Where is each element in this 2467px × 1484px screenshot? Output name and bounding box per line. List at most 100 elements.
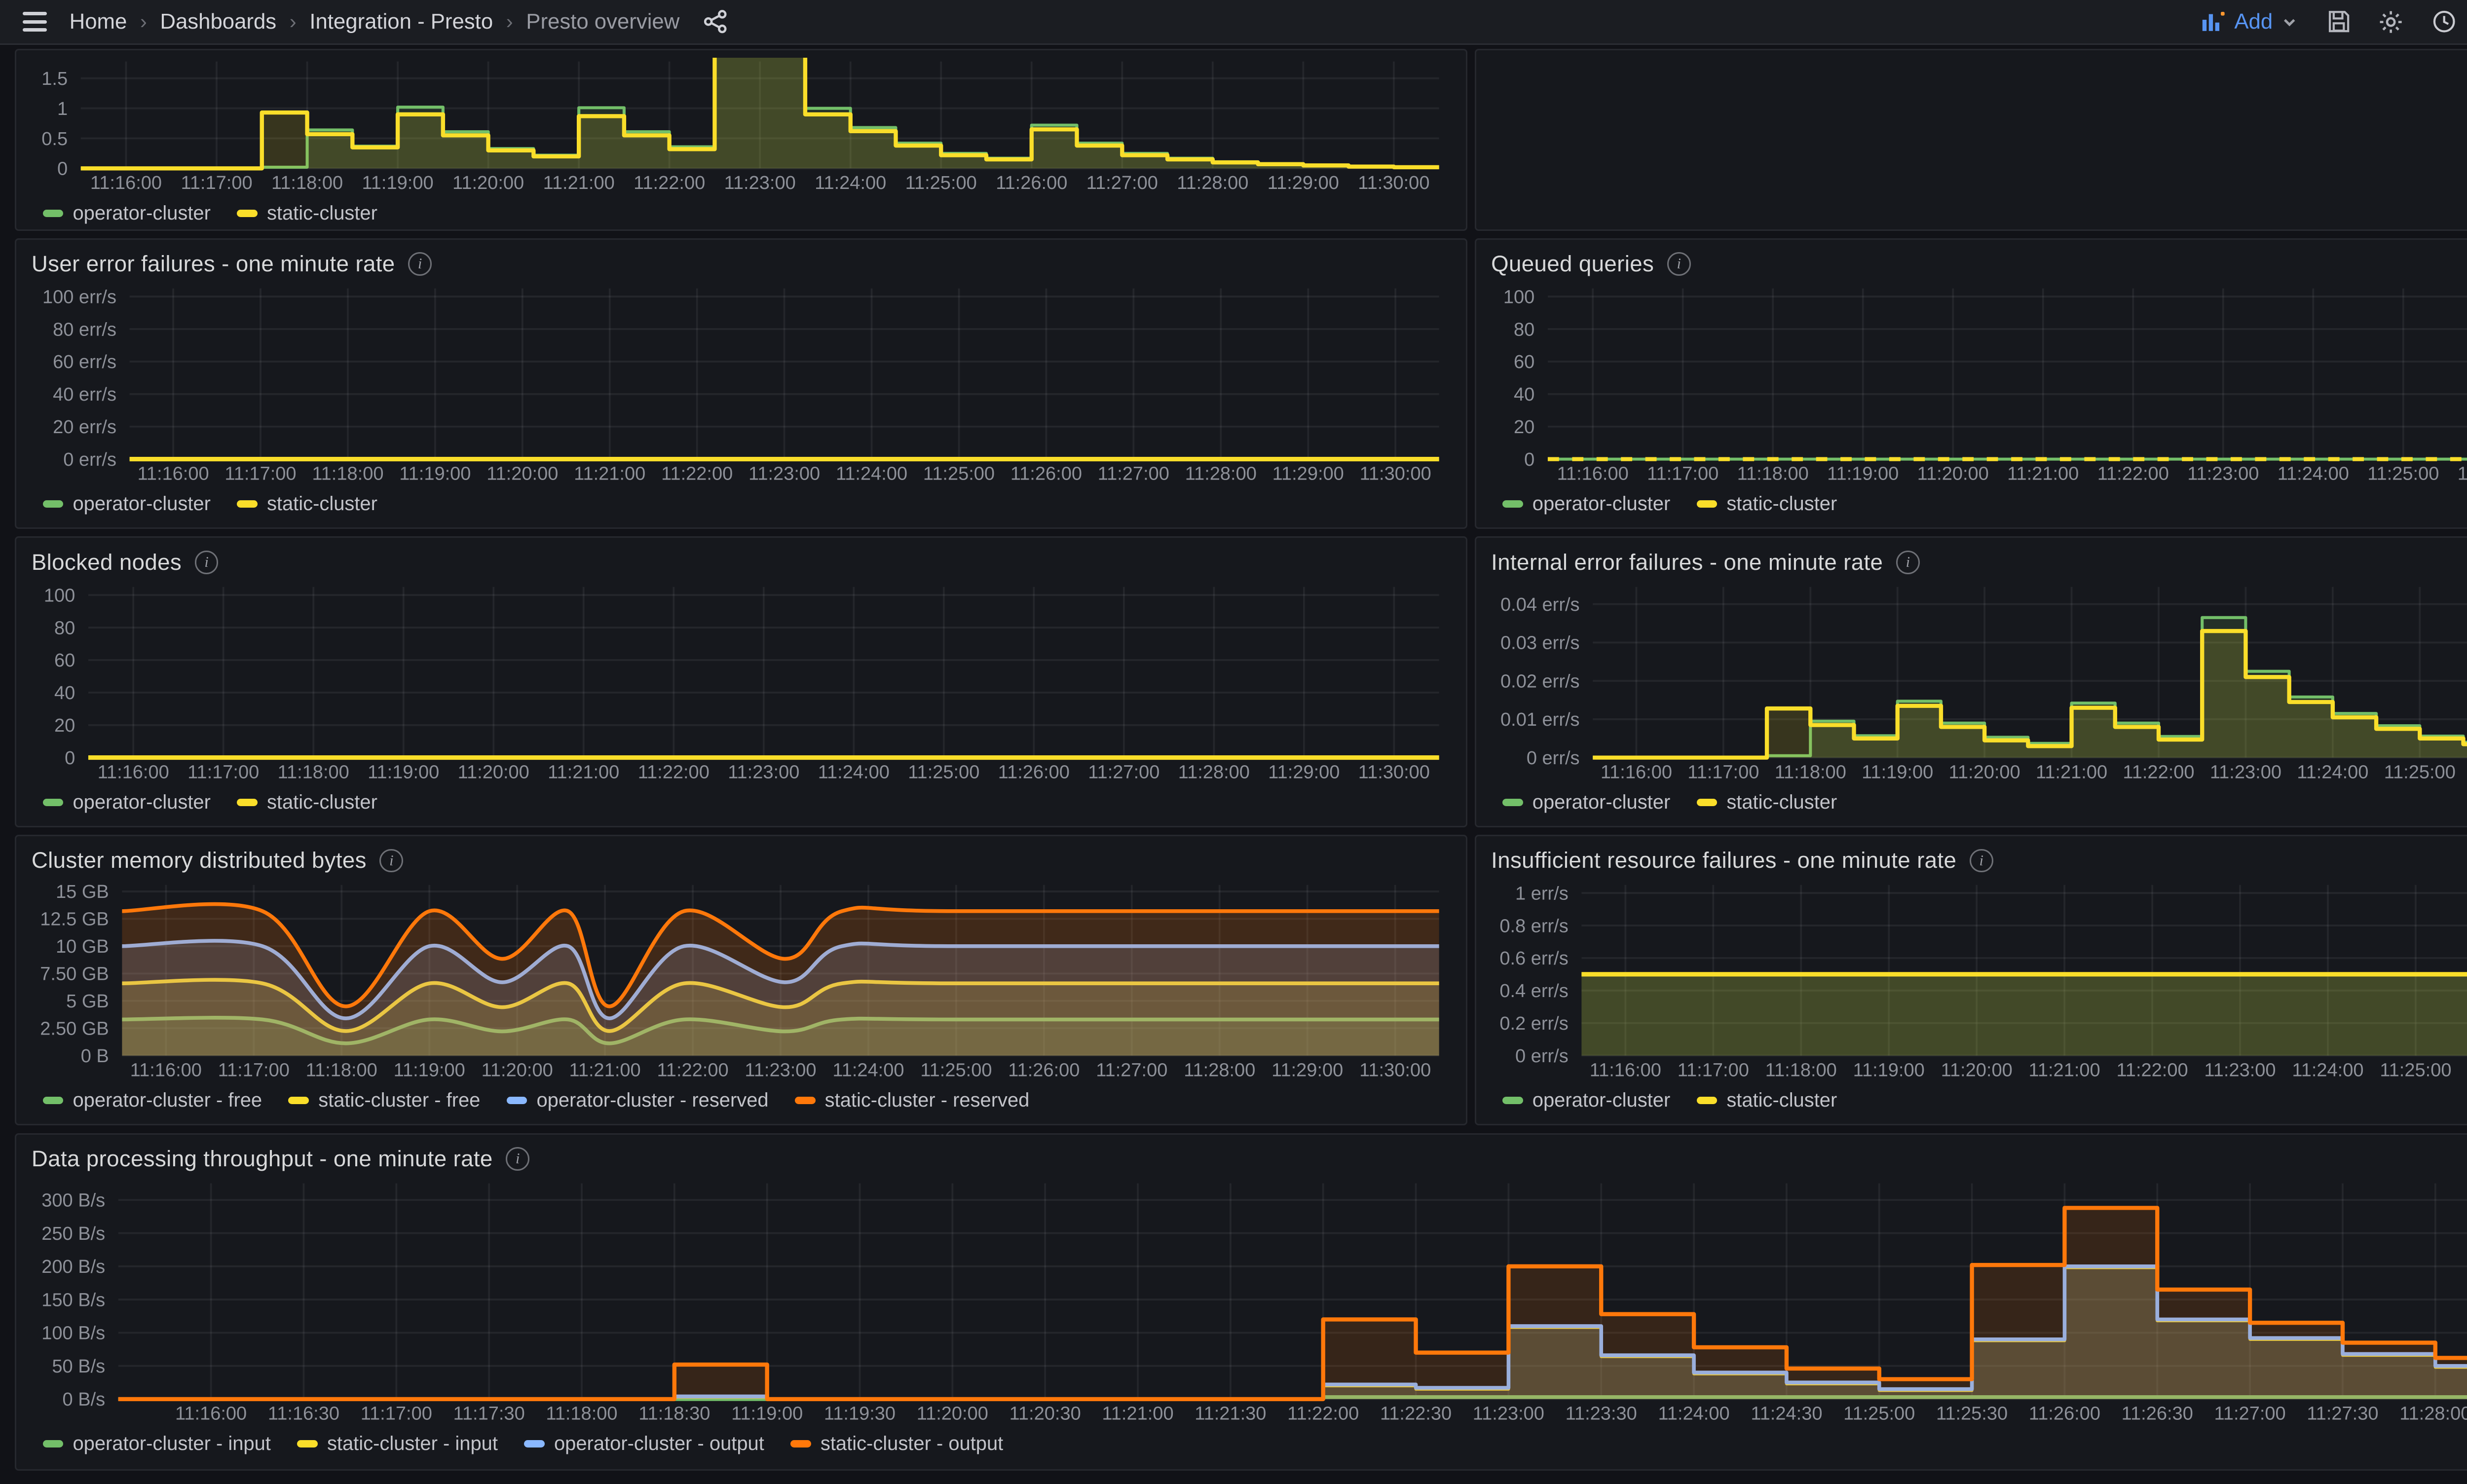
settings-gear-icon[interactable] (2374, 5, 2407, 38)
svg-text:11:29:00: 11:29:00 (1268, 762, 1340, 782)
chart-blocked-nodes[interactable]: 11:16:00 11:17:00 11:18:00 11:19:00 11:20:00… (32, 583, 1451, 786)
dashboard-grid: 11:16:00 11:17:00 11:18:00 11:19:00 11:20:00… (0, 45, 2467, 1471)
svg-text:11:24:00: 11:24:00 (2292, 1060, 2364, 1081)
svg-text:0.02 err/s: 0.02 err/s (1500, 671, 1580, 692)
svg-text:11:30:00: 11:30:00 (1358, 173, 1429, 193)
legend-item[interactable]: operator-cluster - reserved (506, 1089, 769, 1112)
svg-text:11:16:00: 11:16:00 (97, 762, 169, 782)
add-button[interactable]: Add (2195, 6, 2303, 38)
svg-text:0.8 err/s: 0.8 err/s (1499, 916, 1568, 937)
svg-text:7.50 GB: 7.50 GB (40, 964, 109, 985)
svg-text:11:16:00: 11:16:00 (1557, 464, 1629, 484)
panel-top-left-chart: 11:16:00 11:17:00 11:18:00 11:19:00 11:20:00… (15, 48, 1467, 231)
svg-text:200 B/s: 200 B/s (41, 1257, 105, 1277)
share-icon[interactable] (698, 5, 732, 38)
svg-text:11:25:00: 11:25:00 (2367, 464, 2439, 484)
info-icon[interactable]: i (1896, 550, 1920, 574)
legend-item[interactable]: static-cluster (1696, 1089, 1837, 1112)
svg-text:11:28:00: 11:28:00 (1184, 1060, 1255, 1081)
chart-insufficient-resource-failures[interactable]: 11:16:00 11:17:00 11:18:00 11:19:00 11:20:00… (1491, 881, 2467, 1084)
chart-data-processing-throughput[interactable]: 11:16:00 11:16:30 11:17:00 11:17:30 11:18:00… (32, 1180, 2467, 1427)
legend-item[interactable]: static-cluster - input (297, 1433, 498, 1455)
svg-text:11:19:00: 11:19:00 (731, 1404, 803, 1424)
svg-text:11:18:00: 11:18:00 (271, 173, 343, 193)
svg-text:11:18:30: 11:18:30 (638, 1404, 710, 1424)
info-icon[interactable]: i (194, 550, 219, 574)
svg-text:11:19:00: 11:19:00 (1862, 762, 1933, 782)
svg-text:11:17:30: 11:17:30 (453, 1404, 524, 1424)
svg-text:11:24:00: 11:24:00 (2297, 762, 2368, 782)
svg-text:11:18:00: 11:18:00 (1775, 762, 1846, 782)
time-range-picker[interactable]: Last 15 minutes (2427, 6, 2467, 38)
svg-text:11:19:00: 11:19:00 (1853, 1060, 1925, 1081)
svg-text:11:25:00: 11:25:00 (908, 762, 979, 782)
panel-title: User error failures - one minute rate (31, 251, 395, 277)
legend-item[interactable]: static-cluster - reserved (794, 1089, 1029, 1112)
svg-text:11:20:00: 11:20:00 (1917, 464, 1989, 484)
svg-text:11:20:00: 11:20:00 (452, 173, 524, 193)
svg-text:0: 0 (65, 748, 75, 769)
svg-text:11:23:00: 11:23:00 (1473, 1404, 1544, 1424)
svg-text:11:22:00: 11:22:00 (2117, 1060, 2188, 1081)
svg-text:11:16:00: 11:16:00 (130, 1060, 202, 1081)
legend-item[interactable]: operator-cluster (1502, 493, 1670, 515)
chart-top-left[interactable]: 11:16:00 11:17:00 11:18:00 11:19:00 11:20:00… (32, 58, 1451, 196)
breadcrumb-home[interactable]: Home (69, 9, 127, 34)
legend-item[interactable]: static-cluster (1696, 791, 1837, 814)
chart-queued-queries[interactable]: 11:16:00 11:17:00 11:18:00 11:19:00 11:20:00… (1491, 285, 2467, 487)
svg-text:11:24:00: 11:24:00 (1658, 1404, 1729, 1424)
breadcrumb-folder[interactable]: Integration - Presto (309, 9, 493, 34)
svg-text:0.01 err/s: 0.01 err/s (1500, 709, 1580, 730)
panel-top-right-empty (1474, 48, 2467, 231)
panel-internal-error-failures: Internal error failures - one minute rat… (1474, 536, 2467, 827)
chart-cluster-memory[interactable]: 11:16:00 11:17:00 11:18:00 11:19:00 11:20:00… (32, 881, 1451, 1084)
svg-text:11:21:00: 11:21:00 (574, 464, 645, 484)
svg-text:11:22:00: 11:22:00 (638, 762, 710, 782)
legend-item[interactable]: operator-cluster - free (42, 1089, 262, 1112)
legend: operator-cluster static-cluster (32, 487, 1451, 515)
svg-text:60: 60 (1514, 352, 1534, 372)
legend-item[interactable]: operator-cluster (42, 493, 211, 515)
svg-text:0.04 err/s: 0.04 err/s (1500, 594, 1580, 615)
legend-item[interactable]: static-cluster (1696, 493, 1837, 515)
svg-text:11:18:00: 11:18:00 (1765, 1060, 1837, 1081)
svg-text:2.50 GB: 2.50 GB (40, 1019, 109, 1039)
legend-item[interactable]: operator-cluster (42, 791, 211, 814)
save-dashboard-icon[interactable] (2321, 5, 2355, 38)
svg-text:11:29:00: 11:29:00 (1271, 1060, 1343, 1081)
svg-text:11:27:30: 11:27:30 (2307, 1404, 2378, 1424)
info-icon[interactable]: i (506, 1147, 530, 1171)
svg-text:11:22:00: 11:22:00 (661, 464, 733, 484)
legend-item[interactable]: static-cluster - output (790, 1433, 1003, 1455)
legend-item[interactable]: static-cluster - free (288, 1089, 480, 1112)
legend-item[interactable]: static-cluster (237, 791, 377, 814)
legend-item[interactable]: static-cluster (237, 493, 377, 515)
info-icon[interactable]: i (1969, 849, 1993, 873)
svg-text:11:28:00: 11:28:00 (1185, 464, 1257, 484)
svg-text:12.5 GB: 12.5 GB (40, 909, 109, 930)
breadcrumb-dashboards[interactable]: Dashboards (160, 9, 277, 34)
legend: operator-cluster static-cluster (1491, 487, 2467, 515)
svg-text:11:28:00: 11:28:00 (1177, 173, 1248, 193)
legend-item[interactable]: operator-cluster (1502, 791, 1670, 814)
svg-text:11:18:00: 11:18:00 (277, 762, 349, 782)
chart-user-error-failures[interactable]: 11:16:00 11:17:00 11:18:00 11:19:00 11:20:00… (32, 285, 1451, 487)
svg-text:11:21:30: 11:21:30 (1195, 1404, 1266, 1424)
svg-text:1.5: 1.5 (41, 69, 68, 89)
legend-item[interactable]: operator-cluster (1502, 1089, 1670, 1112)
info-icon[interactable]: i (408, 252, 432, 276)
info-icon[interactable]: i (379, 849, 404, 873)
svg-text:11:22:00: 11:22:00 (2123, 762, 2195, 782)
svg-text:20 err/s: 20 err/s (53, 417, 116, 438)
info-icon[interactable]: i (1667, 252, 1691, 276)
svg-text:11:17:00: 11:17:00 (181, 173, 252, 193)
svg-text:11:17:00: 11:17:00 (361, 1404, 432, 1424)
svg-text:11:25:00: 11:25:00 (920, 1060, 992, 1081)
svg-text:11:26:00: 11:26:00 (1010, 464, 1082, 484)
legend-item[interactable]: operator-cluster - output (524, 1433, 764, 1455)
menu-icon[interactable] (19, 8, 51, 36)
legend-item[interactable]: operator-cluster (42, 202, 211, 224)
legend-item[interactable]: static-cluster (237, 202, 377, 224)
legend-item[interactable]: operator-cluster - input (42, 1433, 271, 1455)
chart-internal-error-failures[interactable]: 11:16:00 11:17:00 11:18:00 11:19:00 11:20:00… (1491, 583, 2467, 786)
